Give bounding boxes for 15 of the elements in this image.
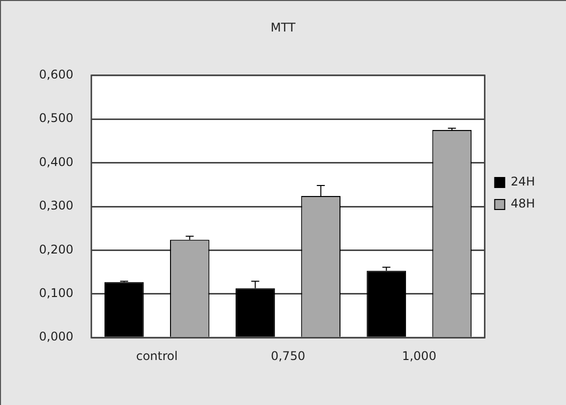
y-tick-label: 0,000: [38, 330, 74, 344]
x-tick-label: control: [136, 348, 178, 363]
bar: [104, 282, 144, 337]
y-tick-label: 0,200: [38, 242, 74, 256]
y-tick-label: 0,400: [38, 154, 74, 169]
legend-label: 24H: [510, 174, 536, 189]
y-tick-label: 0,600: [38, 68, 74, 82]
x-tick-label: 1,000: [402, 348, 436, 363]
legend-label: 48H: [510, 196, 536, 211]
y-tick-label: 0,500: [38, 111, 74, 126]
x-tick-label: 0,750: [270, 348, 306, 363]
bar: [366, 270, 406, 337]
y-tick-label: 0,300: [38, 198, 74, 213]
chart-title: MTT: [270, 20, 296, 34]
y-tick-label: 0,100: [38, 286, 74, 300]
